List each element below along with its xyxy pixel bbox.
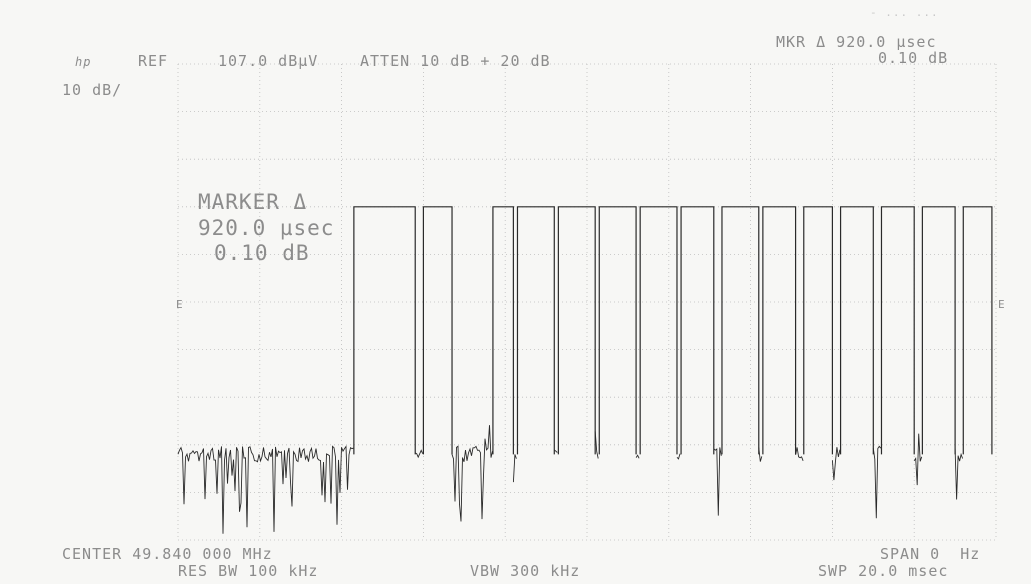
ref-level-value: 107.0 dBµV: [218, 52, 319, 70]
scale-per-division: 10 dB/: [62, 81, 123, 99]
span: SPAN 0 Hz: [880, 545, 981, 563]
marker-annotation-time: 920.0 µsec: [198, 216, 335, 240]
trace-noise-segment: [635, 454, 640, 459]
trace-noise-segment: [831, 447, 841, 481]
trace-noise-segment: [795, 447, 804, 461]
resolution-bandwidth: RES BW 100 kHz: [178, 562, 319, 580]
trace-pulse-segment: [680, 206, 715, 455]
trace-pulse-segment: [516, 206, 555, 455]
trace-noise-segment: [872, 445, 882, 519]
video-bandwidth: VBW 300 kHz: [470, 562, 581, 580]
marker-delta-level-readout: 0.10 dB: [878, 49, 949, 67]
marker-delta-time-readout: MKR Δ 920.0 µsec: [776, 33, 937, 51]
trace-pulse-segment: [598, 206, 637, 455]
trace-noise-segment: [913, 433, 923, 486]
trace-pulse-segment: [639, 206, 678, 455]
trace-pulse-segment: [557, 206, 596, 455]
trace-noise-segment: [676, 453, 681, 460]
ref-label: REF: [138, 52, 169, 70]
trace-pulse-segment: [422, 206, 453, 455]
trace-pulse-segment: [962, 206, 993, 455]
trace-pulse-segment: [880, 206, 915, 455]
right-edge-mark: E: [998, 298, 1006, 311]
trace-noise-segment: [594, 431, 599, 459]
trace-pulse-segment: [762, 206, 797, 455]
trace-pulse-segment: [492, 206, 514, 455]
trace-noise-segment: [451, 425, 493, 522]
log-mark: hp: [75, 55, 92, 69]
trace-pulse-segment: [353, 206, 416, 455]
trace-pulse-segment: [721, 206, 760, 455]
trace-noise-segment: [512, 454, 517, 483]
marker-annotation-title: MARKER Δ: [198, 190, 308, 214]
trace-noise-segment: [177, 445, 354, 534]
center-frequency: CENTER 49.840 000 MHz: [62, 545, 273, 563]
trace-pulse-segment: [839, 206, 874, 455]
sweep-time: SWP 20.0 msec: [818, 562, 949, 580]
trace-noise-segment: [414, 449, 424, 459]
left-edge-mark: E: [176, 298, 184, 311]
marker-annotation-level: 0.10 dB: [214, 241, 310, 265]
trace-noise-segment: [713, 447, 722, 516]
attenuation: ATTEN 10 dB + 20 dB: [360, 52, 551, 70]
trace-pulse-segment: [803, 206, 833, 455]
trace-noise-segment: [954, 448, 964, 500]
corner-text: - ... ...: [870, 6, 939, 19]
trace-noise-segment: [758, 447, 763, 462]
trace-pulse-segment: [921, 206, 956, 455]
trace-noise-segment: [554, 449, 558, 453]
